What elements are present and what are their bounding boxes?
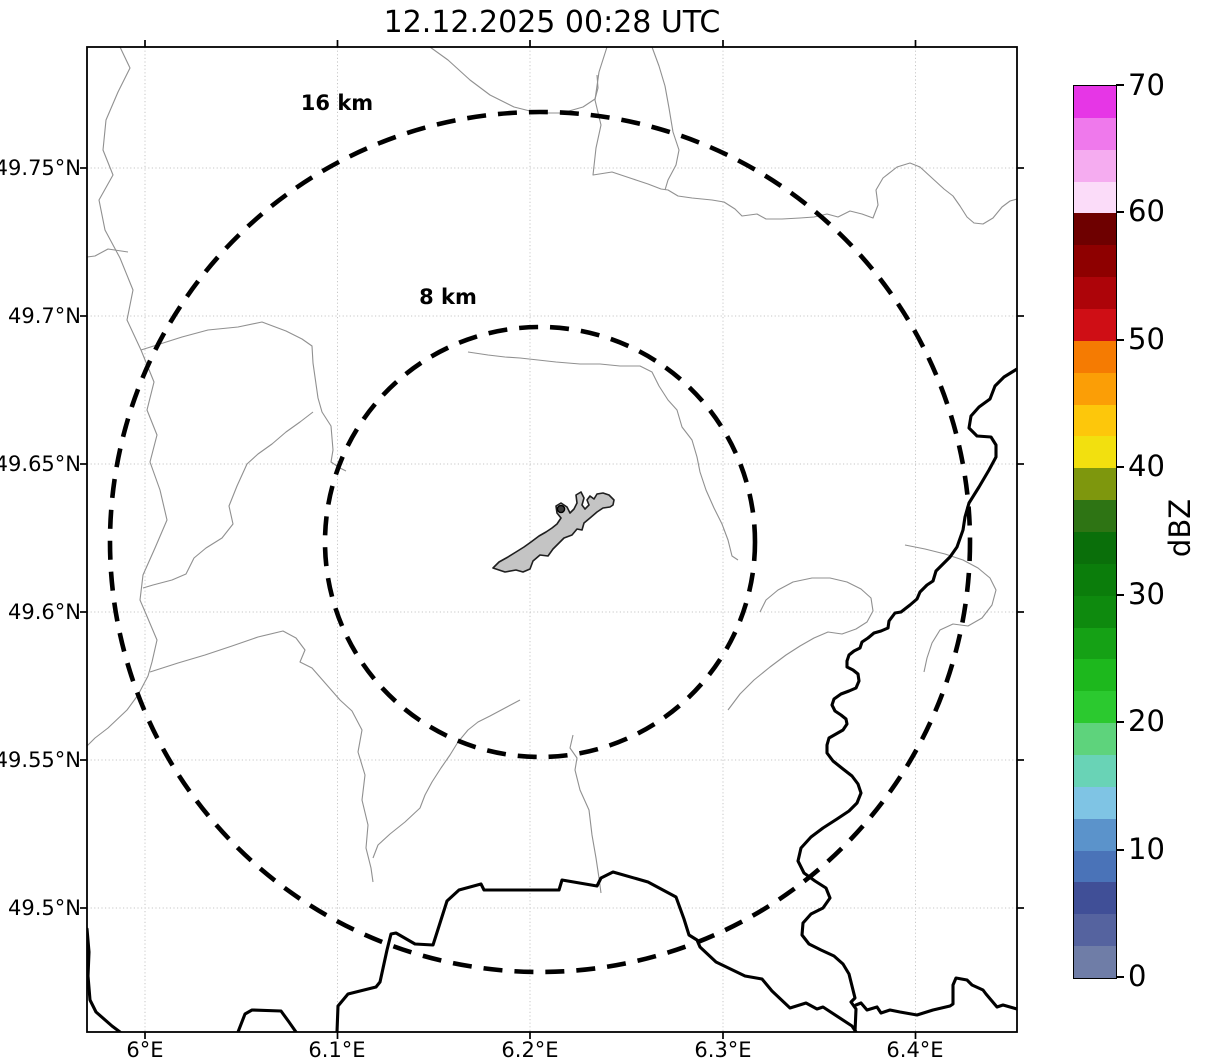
- colorbar-band: [1074, 245, 1116, 278]
- colorbar-tick: [1116, 339, 1124, 342]
- colorbar-tick: [1116, 849, 1124, 852]
- colorbar-band: [1074, 563, 1116, 596]
- country-border: [335, 870, 858, 1032]
- colorbar-band: [1074, 500, 1116, 532]
- country-border: [854, 976, 1017, 1017]
- range-ring-8km: [322, 324, 758, 760]
- admin-boundary: [569, 734, 602, 894]
- colorbar: [1073, 85, 1117, 979]
- colorbar-tick: [1116, 84, 1124, 87]
- admin-boundary: [142, 411, 314, 589]
- colorbar-band: [1074, 723, 1116, 755]
- river-border: [796, 367, 1017, 1032]
- colorbar-band: [1074, 531, 1116, 564]
- colorbar-band: [1074, 213, 1116, 246]
- colorbar-unit-label: dBZ: [1163, 498, 1197, 558]
- admin-boundary: [727, 577, 874, 711]
- map-content: [87, 47, 1017, 1032]
- airport-outline: [492, 491, 615, 573]
- x-axis-tick-label: 6.3°E: [694, 1038, 752, 1062]
- y-axis-tick-label: 49.65°N: [0, 452, 81, 476]
- country-border: [236, 1008, 298, 1032]
- colorbar-band: [1074, 85, 1116, 118]
- colorbar-band: [1074, 340, 1116, 373]
- x-axis-tick-label: 6°E: [126, 1038, 164, 1062]
- colorbar-band: [1074, 946, 1116, 978]
- colorbar-tick-label: 50: [1128, 322, 1165, 356]
- admin-boundary: [372, 699, 521, 859]
- admin-boundary: [149, 630, 374, 883]
- colorbar-tick-label: 10: [1128, 832, 1165, 866]
- plot-border: [86, 46, 1018, 1033]
- colorbar-tick-label: 30: [1128, 577, 1165, 611]
- colorbar-band: [1074, 277, 1116, 309]
- colorbar-band: [1074, 404, 1116, 437]
- y-axis-tick-label: 49.7°N: [8, 304, 81, 328]
- range-ring-16km: [107, 109, 973, 975]
- colorbar-tick-label: 0: [1128, 959, 1147, 993]
- colorbar-tick-label: 40: [1128, 449, 1165, 483]
- y-axis-tick-label: 49.75°N: [0, 156, 81, 180]
- colorbar-tick: [1116, 721, 1124, 724]
- radar-site-marker: [556, 504, 566, 514]
- axis-ticks: [80, 40, 1024, 1039]
- colorbar-band: [1074, 882, 1116, 915]
- colorbar-band: [1074, 468, 1116, 501]
- colorbar-tick: [1116, 466, 1124, 469]
- colorbar-band: [1074, 818, 1116, 851]
- figure-title: 12.12.2025 00:28 UTC: [383, 5, 721, 40]
- colorbar-tick: [1116, 211, 1124, 214]
- admin-boundary: [467, 351, 739, 561]
- colorbar-band: [1074, 754, 1116, 787]
- admin-boundary: [904, 544, 997, 673]
- colorbar-tick-label: 70: [1128, 68, 1165, 102]
- graticule-gridlines: [87, 47, 1017, 1032]
- colorbar-band: [1074, 117, 1116, 150]
- x-axis-tick-label: 6.4°E: [886, 1038, 944, 1062]
- y-axis-tick-label: 49.6°N: [8, 600, 81, 624]
- colorbar-band: [1074, 149, 1116, 182]
- admin-boundary: [651, 47, 680, 191]
- y-axis-tick-label: 49.5°N: [8, 896, 81, 920]
- colorbar-band: [1074, 786, 1116, 819]
- colorbar-band: [1074, 691, 1116, 724]
- colorbar-band: [1074, 627, 1116, 660]
- colorbar-band: [1074, 308, 1116, 341]
- x-axis-tick-label: 6.2°E: [501, 1038, 559, 1062]
- colorbar-band: [1074, 436, 1116, 469]
- colorbar-band: [1074, 595, 1116, 628]
- range-ring-label-16km: 16 km: [300, 91, 374, 115]
- admin-boundary: [87, 248, 129, 258]
- x-axis-tick-label: 6.1°E: [308, 1038, 366, 1062]
- admin-boundary: [140, 321, 347, 472]
- country-border: [87, 927, 122, 1032]
- colorbar-tick-label: 60: [1128, 194, 1165, 228]
- colorbar-band: [1074, 914, 1116, 947]
- country-borders: [87, 367, 1017, 1032]
- colorbar-tick: [1116, 976, 1124, 979]
- colorbar-tick-label: 20: [1128, 704, 1165, 738]
- colorbar-tick: [1116, 594, 1124, 597]
- y-axis-tick-label: 49.55°N: [0, 748, 81, 772]
- range-ring-label-8km: 8 km: [419, 285, 477, 309]
- admin-boundaries: [87, 47, 1017, 894]
- colorbar-band: [1074, 850, 1116, 883]
- admin-boundary: [592, 47, 1017, 225]
- admin-boundary: [429, 47, 599, 114]
- colorbar-band: [1074, 372, 1116, 405]
- colorbar-band: [1074, 659, 1116, 692]
- admin-boundary: [87, 47, 168, 747]
- colorbar-band: [1074, 181, 1116, 214]
